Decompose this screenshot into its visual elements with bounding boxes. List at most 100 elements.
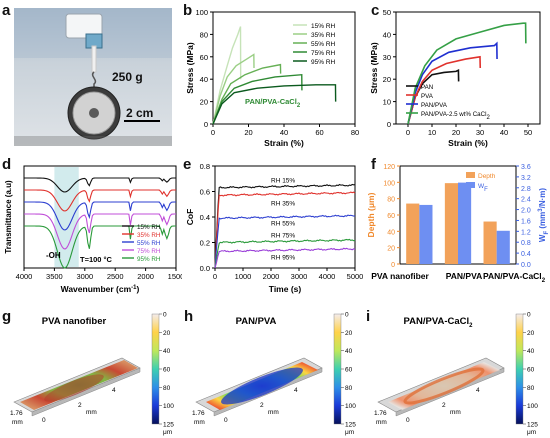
y-tick-label: 10 [383,98,391,107]
colorbar-tick-label: 125 [163,422,174,429]
clamp-block [65,13,103,39]
colorbar-tick-label: 0 [345,312,349,319]
x-tick-label: 40 [280,128,288,137]
y-tick-label: 50 [383,8,391,17]
depth-axis-unit: mm [12,419,23,426]
colorbar-tick-label: 40 [345,348,353,355]
category-label: PAN/PVA [446,271,483,281]
panel-label-a: a [2,2,11,19]
length-tick-label: 0 [42,417,46,424]
x-tick-label: 4000 [319,272,336,281]
y2-axis-label: WF (mm3/N·m) [538,188,550,242]
series-line [407,22,527,125]
x-tick-label: 10 [428,128,436,137]
panel-label-e: e [183,156,192,173]
panel-label-f: f [371,156,376,173]
y-axis-label: Stress (MPa) [185,42,195,94]
colorbar-tick-label: 40 [163,348,171,355]
series-label: RH 35% [271,200,295,207]
colorbar-tick-label: 100 [345,403,356,410]
legend-label: PVA [421,93,434,100]
x-tick-label: 60 [315,128,323,137]
x-tick-label: 50 [524,128,532,137]
x-tick-label: 3000 [291,272,308,281]
y-tick-label: 0 [391,262,395,269]
legend-swatch [466,182,475,188]
series-line [23,225,177,269]
legend-label: 35% RH [311,32,336,39]
temperature-annotation: T=100 °C [80,255,113,264]
y-tick-label: 40 [387,229,395,236]
colorbar-tick-label: 125 [345,422,356,429]
scale-bar [124,120,160,122]
y2-tick-label: 1.6 [521,218,531,225]
colorbar-tick-label: 0 [527,312,531,319]
wear-bar [419,204,433,264]
y-tick-label: 0 [387,120,391,129]
depth-bar [483,221,497,264]
legend-label: 55% RH [137,240,161,247]
panel-label-b: b [183,2,193,19]
film-strip [91,45,97,73]
series-line [212,73,303,125]
length-axis-unit: mm [450,409,461,416]
panel-label-c: c [371,2,380,19]
wear-track [388,362,500,410]
x-axis-label: Strain (%) [264,138,304,148]
plot-frame [23,165,177,269]
y-tick-label: 40 [200,75,208,84]
y2-tick-label: 2.8 [521,186,531,193]
legend-label: Depth [478,173,496,180]
legend-label: PAN/PVA-2.5 wt% CaCl2 [421,111,490,121]
chart-f: 0 20 40 60 80 100 120 0.0 0.4 0.8 1.2 1.6 2.0 2.4 2.8 3… [366,164,550,284]
x-tick-label: 2000 [263,272,280,281]
colorbar-tick-label: 80 [163,385,171,392]
colorbar-unit: μm [345,429,354,436]
x-tick-label: 0 [213,272,217,281]
y-tick-label: 0.6 [200,188,210,197]
y-tick-label: 0.2 [200,239,210,248]
colorbar-tick-label: 125 [527,422,538,429]
colorbar-tick-label: 20 [345,330,353,337]
length-tick-label: 2 [442,402,446,409]
plot-frame [395,11,541,125]
wear-bar [496,230,510,264]
x-tick-label: 80 [351,128,359,137]
series-line [214,247,356,269]
profile-title: PVA nanofiber [42,316,107,327]
category-label: PVA nanofiber [371,271,429,281]
y-tick-label: 0.0 [200,264,210,273]
sample-photo: 250 g 2 cm [14,8,172,146]
legend-label: 15% RH [137,224,161,231]
x-tick-label: 0 [211,128,215,137]
weight-label: 250 g [112,70,143,84]
series-line [23,201,177,231]
colorbar-tick-label: 20 [163,330,171,337]
y-tick-label: 0 [204,120,208,129]
length-tick-label: 4 [476,387,480,394]
colorbar [333,313,342,425]
length-tick-label: 0 [224,417,228,424]
depth-axis-unit: mm [194,419,205,426]
depth-axis-value: 1.76 [192,410,205,417]
colorbar-tick-label: 0 [163,312,167,319]
y-tick-label: 80 [387,197,395,204]
series-label: RH 95% [271,254,295,261]
y-tick-label: 100 [195,8,208,17]
y2-tick-label: 3.6 [521,164,531,171]
legend-label: PAN/PVA [421,102,448,109]
y-tick-label: 100 [383,180,395,187]
x-tick-label: 0 [406,128,410,137]
scale-label: 2 cm [126,106,154,120]
depth-axis-value: 1.76 [374,410,387,417]
colorbar-tick-label: 40 [527,348,535,355]
y-tick-label: 60 [200,53,208,62]
x-tick-label: 30 [476,128,484,137]
oh-annotation: -OH [46,251,61,260]
series-line [214,183,356,269]
panel-label-h: h [184,308,194,325]
colorbar-unit: μm [163,429,172,436]
series-line [212,53,255,125]
profile-title: PAN/PVA [236,316,277,327]
